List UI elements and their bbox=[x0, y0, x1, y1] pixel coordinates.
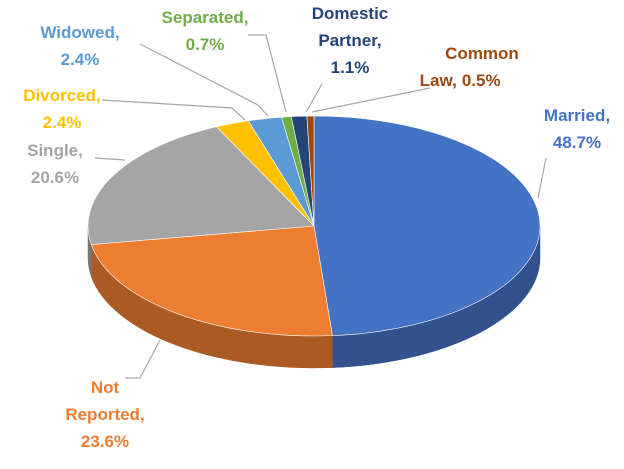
slice bbox=[90, 225, 333, 337]
label-value: 2.4% bbox=[43, 113, 82, 132]
slice bbox=[306, 115, 315, 227]
label-value: 2.4% bbox=[61, 50, 100, 69]
label-value: 1.1% bbox=[331, 58, 370, 77]
data-label: Single, 20.6% bbox=[27, 141, 83, 187]
label-line: Domestic bbox=[312, 4, 389, 23]
data-labels: Married, 48.7% Not Reported, 23.6% Single, 20.… bbox=[23, 4, 610, 451]
data-label: Married, 48.7% bbox=[544, 106, 610, 152]
pie bbox=[87, 115, 541, 369]
leader-line bbox=[537, 157, 547, 199]
label-category: Separated, bbox=[162, 8, 249, 27]
label-line: Married, bbox=[544, 106, 610, 125]
leader-lines bbox=[94, 34, 547, 379]
label-line: Common bbox=[445, 44, 519, 63]
label-category: Common Law, bbox=[420, 44, 519, 90]
label-line: Divorced, bbox=[23, 86, 100, 105]
label-category: Not Reported, bbox=[65, 378, 144, 424]
label-value: 23.6% bbox=[81, 432, 129, 451]
label-category: Domestic Partner, bbox=[312, 4, 389, 50]
data-label: Widowed, 2.4% bbox=[40, 23, 119, 69]
leader-line bbox=[94, 157, 126, 161]
label-line: Partner, bbox=[318, 31, 381, 50]
leader-line bbox=[305, 83, 323, 113]
label-category: Divorced, bbox=[23, 86, 100, 105]
label-category: Married, bbox=[544, 106, 610, 125]
data-label: Common Law, 0.5% bbox=[420, 44, 519, 90]
label-line: Not bbox=[91, 378, 120, 397]
label-line: Widowed, bbox=[40, 23, 119, 42]
slice bbox=[313, 115, 541, 336]
data-label: Not Reported, 23.6% bbox=[65, 378, 144, 451]
slice bbox=[87, 126, 315, 245]
label-category: Widowed, bbox=[40, 23, 119, 42]
label-value: 20.6% bbox=[31, 168, 79, 187]
data-label: Divorced, 2.4% bbox=[23, 86, 100, 132]
data-label: Separated, 0.7% bbox=[162, 8, 249, 54]
label-line: Separated, bbox=[162, 8, 249, 27]
label-value: 0.7% bbox=[186, 35, 225, 54]
leader-line bbox=[101, 99, 246, 121]
label-value: 0.5% bbox=[462, 71, 501, 90]
leader-line bbox=[311, 87, 431, 113]
leader-line bbox=[125, 339, 161, 379]
label-line: Law, bbox=[420, 71, 457, 90]
leader-line bbox=[139, 43, 269, 117]
data-label: Domestic Partner, 1.1% bbox=[312, 4, 389, 77]
label-value: 48.7% bbox=[553, 133, 601, 152]
label-line: Reported, bbox=[65, 405, 144, 424]
label-line: Single, bbox=[27, 141, 83, 160]
label-category: Single, bbox=[27, 141, 83, 160]
leader-line bbox=[248, 34, 287, 113]
